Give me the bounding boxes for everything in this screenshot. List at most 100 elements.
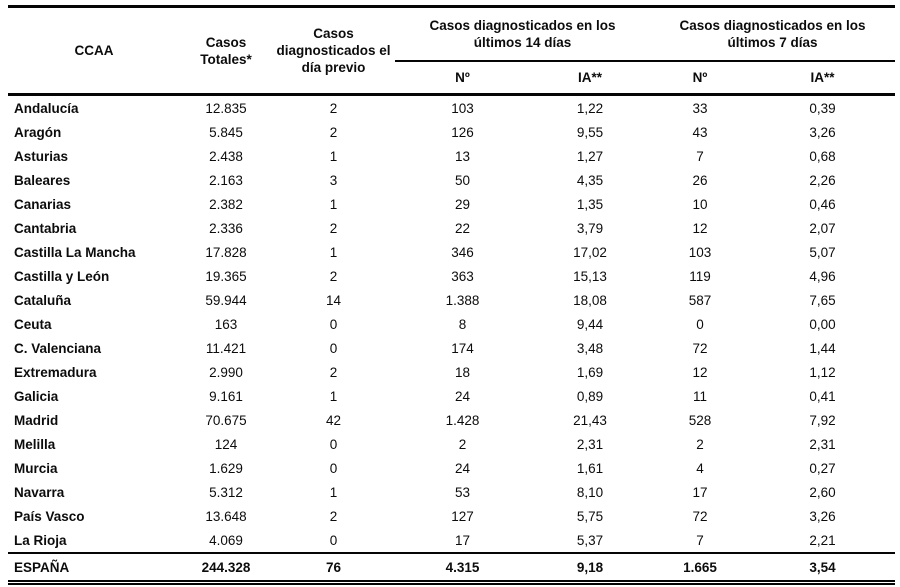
ia7-cell: 0,27 — [809, 460, 836, 476]
totales-cell: 59.944 — [205, 292, 247, 308]
ia7-cell: 0,00 — [809, 316, 836, 332]
n14-cell: 24 — [454, 388, 471, 404]
ccaa-cell: Madrid — [14, 412, 59, 428]
totales-cell: 2.382 — [209, 196, 243, 212]
header-group-row: CCAA Casos Totales* Casos diagnosticados… — [8, 6, 896, 96]
previo-cell: 0 — [329, 340, 338, 356]
n7-cell: 10 — [692, 196, 708, 212]
table-header: CCAA Casos Totales* Casos diagnosticados… — [8, 6, 896, 96]
totales-cell: 9.161 — [209, 388, 243, 404]
n14-cell: 1.428 — [445, 412, 480, 428]
previo-cell: 2 — [329, 508, 338, 524]
ia7-cell: 2,31 — [809, 436, 836, 452]
n7-cell: 587 — [688, 292, 712, 308]
totales-cell: 70.675 — [205, 412, 247, 428]
n14-cell: 8 — [458, 316, 467, 332]
ccaa-cell: Asturias — [14, 148, 69, 164]
table-row: Canarias 2.382 1 29 1,35 10 0,46 — [8, 192, 895, 216]
ia14-cell: 17,02 — [573, 244, 607, 260]
totales-cell: 124 — [214, 436, 238, 452]
table-row: Navarra 5.312 1 53 8,10 17 2,60 — [8, 480, 895, 504]
ccaa-cell: Extremadura — [14, 364, 97, 380]
n14-cell: 346 — [451, 244, 474, 260]
ccaa-cell: País Vasco — [14, 508, 85, 524]
ia14-cell: 21,43 — [573, 412, 607, 428]
n7-cell: 528 — [688, 412, 712, 428]
totales-cell: 19.365 — [205, 268, 247, 284]
ccaa-cell: Navarra — [14, 484, 65, 500]
ia7-cell: 3,26 — [809, 508, 836, 524]
col-header-n-14: Nº — [395, 61, 530, 96]
ccaa-cell: Melilla — [14, 436, 56, 452]
n7-cell: 12 — [692, 220, 708, 236]
previo-cell: 0 — [329, 316, 338, 332]
n14-cell: 103 — [451, 100, 474, 116]
ia14-cell: 3,48 — [576, 340, 604, 356]
total-ccaa-cell: ESPAÑA — [8, 552, 180, 585]
n14-cell: 18 — [454, 364, 471, 380]
ccaa-cell: Baleares — [14, 172, 71, 188]
n7-cell: 72 — [692, 508, 708, 524]
n14-cell: 17 — [454, 532, 471, 548]
ia7-cell: 5,07 — [809, 244, 836, 260]
previo-cell: 0 — [329, 436, 338, 452]
previo-cell: 0 — [329, 532, 338, 548]
n7-cell: 12 — [692, 364, 708, 380]
ia7-cell: 0,46 — [809, 196, 836, 212]
ccaa-cell: Castilla y León — [14, 268, 110, 284]
totales-cell: 4.069 — [209, 532, 243, 548]
col-header-n-7: Nº — [650, 61, 750, 96]
table-row: Extremadura 2.990 2 18 1,69 12 1,12 — [8, 360, 895, 384]
n7-cell: 119 — [689, 268, 711, 284]
table-footer: ESPAÑA 244.328 76 4.315 9,18 1.665 3,54 — [8, 552, 896, 585]
previo-cell: 2 — [329, 220, 338, 236]
header-sub-row: Nº IA** Nº IA** — [8, 61, 896, 96]
n14-cell: 126 — [451, 124, 474, 140]
n7-cell: 0 — [696, 316, 704, 332]
total-ia7-cell: 3,54 — [750, 552, 896, 585]
table-row: Cantabria 2.336 2 22 3,79 12 2,07 — [8, 216, 895, 240]
ia7-cell: 0,39 — [809, 100, 836, 116]
ia7-cell: 1,44 — [809, 340, 836, 356]
ia7-cell: 1,12 — [809, 364, 836, 380]
totales-cell: 2.438 — [209, 148, 243, 164]
total-row: ESPAÑA 244.328 76 4.315 9,18 1.665 3,54 — [8, 552, 896, 585]
ccaa-cell: Canarias — [14, 196, 72, 212]
n7-cell: 26 — [692, 172, 708, 188]
previo-cell: 42 — [325, 412, 342, 428]
ia7-cell: 2,21 — [809, 532, 836, 548]
previo-cell: 1 — [329, 388, 338, 404]
ia7-cell: 7,65 — [809, 292, 836, 308]
table-row: Melilla 124 0 2 2,31 2 2,31 — [8, 432, 895, 456]
n7-cell: 2 — [696, 436, 704, 452]
ia7-cell: 0,68 — [809, 148, 836, 164]
n14-cell: 174 — [451, 340, 474, 356]
table-row: Castilla y León 19.365 2 363 15,13 119 4,96 — [8, 264, 895, 288]
ccaa-cell: Aragón — [14, 124, 62, 140]
col-header-ccaa: CCAA — [8, 6, 180, 96]
n14-cell: 24 — [454, 460, 471, 476]
table-row: Ceuta 163 0 8 9,44 0 0,00 — [8, 312, 895, 336]
totales-cell: 1.629 — [209, 460, 243, 476]
n7-cell: 7 — [696, 532, 704, 548]
table-row: Murcia 1.629 0 24 1,61 4 0,27 — [8, 456, 895, 480]
totales-cell: 12.835 — [205, 100, 247, 116]
ccaa-cell: Galicia — [14, 388, 59, 404]
ia14-cell: 1,61 — [576, 460, 604, 476]
ccaa-cell: C. Valenciana — [14, 340, 102, 356]
ia14-cell: 1,22 — [576, 100, 604, 116]
ia14-cell: 2,31 — [576, 436, 604, 452]
table-row: Castilla La Mancha 17.828 1 346 17,02 103 5,07 — [8, 240, 895, 264]
table-row: Galicia 9.161 1 24 0,89 11 0,41 — [8, 384, 895, 408]
n7-cell: 17 — [692, 484, 708, 500]
ia14-cell: 3,79 — [576, 220, 604, 236]
totales-cell: 163 — [214, 316, 238, 332]
ia14-cell: 9,55 — [576, 124, 604, 140]
totales-cell: 2.990 — [209, 364, 243, 380]
previo-cell: 2 — [329, 124, 338, 140]
ia14-cell: 15,13 — [573, 268, 607, 284]
previo-cell: 3 — [329, 172, 338, 188]
ia14-cell: 1,35 — [576, 196, 604, 212]
ia7-cell: 2,60 — [809, 484, 836, 500]
n14-cell: 127 — [451, 508, 474, 524]
